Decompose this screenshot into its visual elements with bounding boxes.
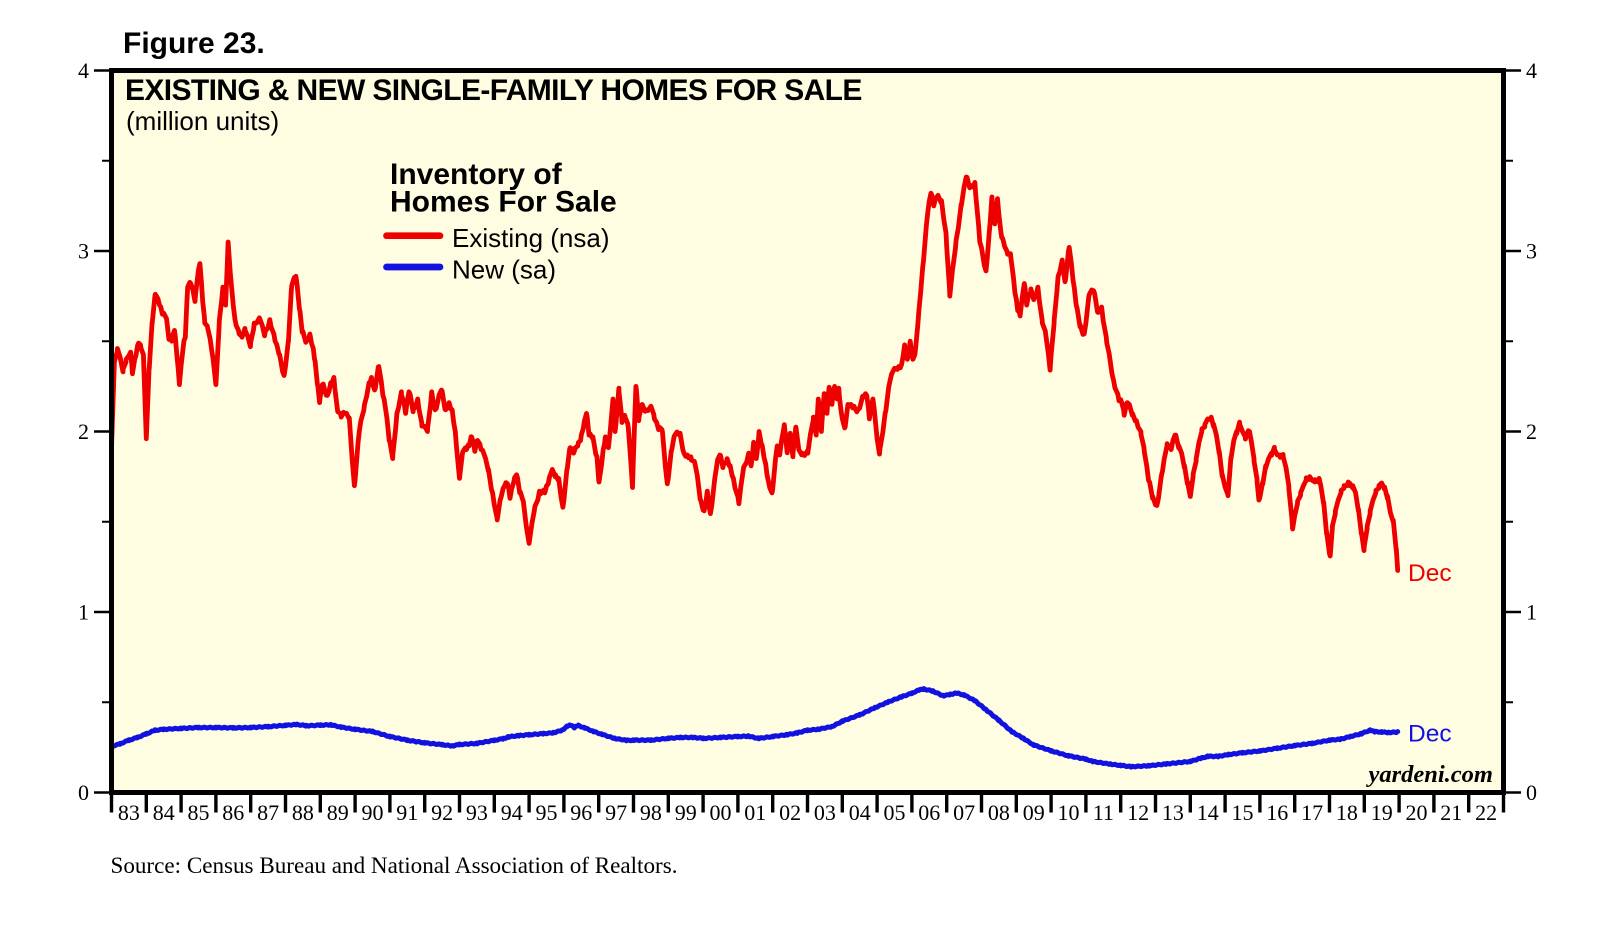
- svg-text:83: 83: [118, 800, 140, 825]
- svg-text:Homes For Sale: Homes For Sale: [390, 186, 617, 219]
- svg-text:Inventory of: Inventory of: [390, 158, 563, 191]
- svg-text:07: 07: [953, 800, 975, 825]
- svg-text:98: 98: [640, 800, 662, 825]
- svg-text:0: 0: [1526, 780, 1537, 805]
- svg-text:yardeni.com: yardeni.com: [1365, 761, 1493, 788]
- svg-text:93: 93: [466, 800, 488, 825]
- svg-text:05: 05: [884, 800, 906, 825]
- svg-text:EXISTING & NEW SINGLE-FAMILY H: EXISTING & NEW SINGLE-FAMILY HOMES FOR S…: [125, 74, 862, 107]
- svg-text:86: 86: [222, 800, 244, 825]
- svg-text:89: 89: [327, 800, 349, 825]
- svg-text:97: 97: [605, 800, 627, 825]
- svg-text:10: 10: [1058, 800, 1080, 825]
- svg-text:4: 4: [78, 58, 89, 83]
- svg-text:2: 2: [78, 419, 89, 444]
- svg-text:16: 16: [1266, 800, 1288, 825]
- svg-text:13: 13: [1162, 800, 1184, 825]
- svg-text:14: 14: [1197, 800, 1219, 825]
- svg-text:20: 20: [1406, 800, 1428, 825]
- svg-text:00: 00: [710, 800, 732, 825]
- svg-text:New (sa): New (sa): [452, 255, 556, 285]
- svg-text:95: 95: [536, 800, 558, 825]
- svg-text:0: 0: [78, 780, 89, 805]
- svg-text:17: 17: [1301, 800, 1323, 825]
- svg-text:19: 19: [1371, 800, 1393, 825]
- svg-text:12: 12: [1127, 800, 1149, 825]
- svg-text:06: 06: [918, 800, 940, 825]
- svg-text:3: 3: [1526, 239, 1537, 264]
- svg-text:Dec: Dec: [1408, 721, 1452, 748]
- svg-text:21: 21: [1440, 800, 1462, 825]
- svg-text:3: 3: [78, 239, 89, 264]
- svg-text:04: 04: [849, 800, 871, 825]
- svg-text:18: 18: [1336, 800, 1358, 825]
- svg-text:1: 1: [1526, 600, 1537, 625]
- svg-text:02: 02: [779, 800, 801, 825]
- svg-text:Dec: Dec: [1408, 560, 1452, 587]
- svg-text:1: 1: [78, 600, 89, 625]
- svg-text:88: 88: [292, 800, 314, 825]
- svg-text:Source: Census Bureau and Nati: Source: Census Bureau and National Assoc…: [111, 852, 678, 878]
- svg-text:91: 91: [396, 800, 418, 825]
- svg-text:11: 11: [1093, 800, 1114, 825]
- svg-text:03: 03: [814, 800, 836, 825]
- svg-text:84: 84: [153, 800, 175, 825]
- svg-text:01: 01: [744, 800, 766, 825]
- svg-text:90: 90: [362, 800, 384, 825]
- svg-text:99: 99: [675, 800, 697, 825]
- svg-text:(million units): (million units): [126, 106, 279, 136]
- svg-text:94: 94: [501, 800, 523, 825]
- svg-text:96: 96: [570, 800, 592, 825]
- svg-text:92: 92: [431, 800, 453, 825]
- svg-text:2: 2: [1526, 419, 1537, 444]
- svg-text:87: 87: [257, 800, 279, 825]
- svg-text:15: 15: [1232, 800, 1254, 825]
- svg-text:22: 22: [1475, 800, 1497, 825]
- svg-text:Existing (nsa): Existing (nsa): [452, 223, 610, 253]
- svg-text:09: 09: [1023, 800, 1045, 825]
- svg-text:85: 85: [188, 800, 210, 825]
- svg-text:Figure 23.: Figure 23.: [123, 27, 265, 60]
- svg-text:4: 4: [1526, 58, 1537, 83]
- svg-text:08: 08: [988, 800, 1010, 825]
